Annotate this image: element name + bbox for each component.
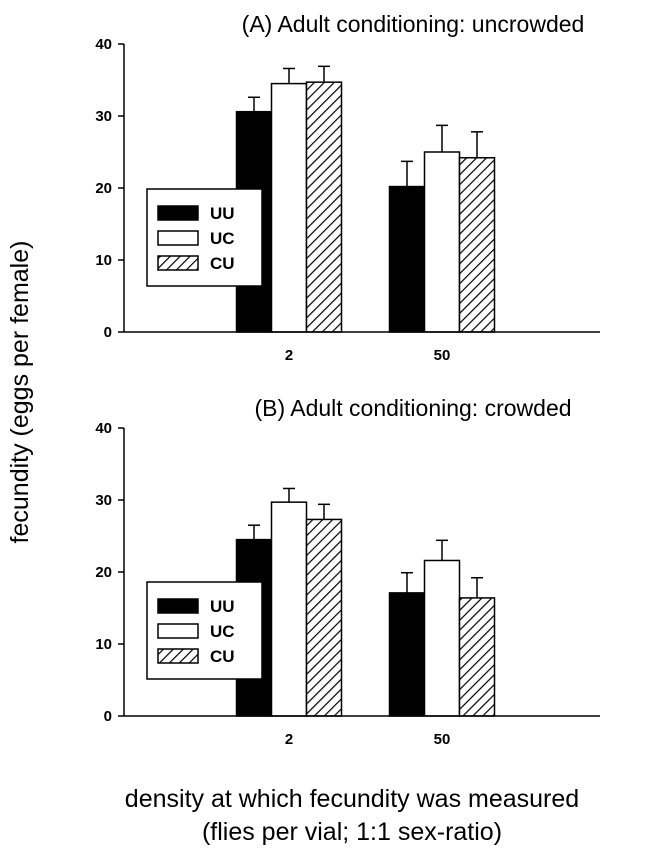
- panel-1-y-tick-label-20: 20: [95, 564, 112, 581]
- panel-0-legend-swatch-cu: [157, 255, 199, 271]
- panel-0-bar-uc-2: [270, 82, 308, 333]
- panel-1-bar-cu-50: [458, 597, 496, 717]
- panel-1-legend-swatch-cu: [157, 648, 199, 664]
- panel-1-x-tick-label-50: 50: [434, 731, 451, 748]
- panel-1-legend-label-uu: UU: [210, 597, 235, 616]
- panel-0-legend-label-cu: CU: [210, 254, 235, 273]
- panel-0-y-tick-label-20: 20: [95, 180, 112, 197]
- panel-0-bar-cu-50: [458, 157, 496, 333]
- panel-0-x-tick-label-2: 2: [285, 347, 293, 364]
- panel-0-bar-uu-50: [388, 185, 426, 333]
- panel-0-bar-uc-50: [423, 151, 461, 333]
- panel-0-y-tick-label-10: 10: [95, 252, 112, 269]
- panel-0-legend-label-uc: UC: [210, 229, 235, 248]
- panel-0-bar-cu-2: [305, 81, 343, 333]
- panel-0-x-tick-label-50: 50: [434, 347, 451, 364]
- panel-1-y-tick-label-30: 30: [95, 492, 112, 509]
- panel-0-y-tick-label-0: 0: [104, 324, 112, 341]
- panel-1-chart-title: (B) Adult conditioning: crowded: [254, 395, 571, 421]
- panel-0-legend-swatch-uu: [157, 205, 199, 221]
- panel-1-bar-cu-2: [305, 518, 343, 717]
- panel-0-chart-title: (A) Adult conditioning: uncrowded: [242, 11, 585, 37]
- panel-0-y-tick-label-40: 40: [95, 36, 112, 53]
- panel-1-legend-swatch-uc: [157, 623, 199, 639]
- panel-0-legend-label-uu: UU: [210, 204, 235, 223]
- panel-a: (A) Adult conditioning: uncrowded 2 50 0 10 2…: [95, 11, 600, 364]
- y-axis-label: fecundity (eggs per female): [6, 241, 34, 544]
- panel-1-legend-label-uc: UC: [210, 622, 235, 641]
- x-axis-label-line-2: (flies per vial; 1:1 sex-ratio): [202, 818, 502, 846]
- panel-1-legend-label-cu: CU: [210, 647, 235, 666]
- panel-1-bar-uu-50: [388, 592, 426, 717]
- panel-1-y-tick-label-40: 40: [95, 420, 112, 437]
- panel-1-legend-swatch-uu: [157, 598, 199, 614]
- panel-1-x-tick-label-2: 2: [285, 731, 293, 748]
- panel-0-legend-swatch-uc: [157, 230, 199, 246]
- panel-1-bar-uc-2: [270, 501, 308, 717]
- x-axis-label-line-1: density at which fecundity was measured: [125, 785, 579, 813]
- panel-1-bar-uc-50: [423, 559, 461, 717]
- panel-b: (B) Adult conditioning: crowded 2 50 0 10 20 3…: [95, 395, 600, 748]
- panel-0-y-tick-label-30: 30: [95, 108, 112, 125]
- panel-1-y-tick-label-0: 0: [104, 708, 112, 725]
- panel-1-y-tick-label-10: 10: [95, 636, 112, 653]
